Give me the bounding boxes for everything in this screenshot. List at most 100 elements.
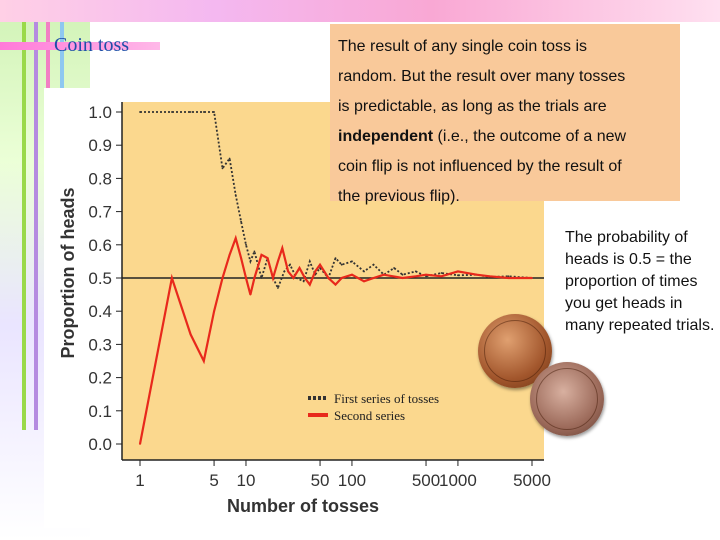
data-point — [281, 247, 284, 250]
data-point — [283, 270, 286, 273]
data-point — [401, 277, 404, 279]
x-tick-label: 5000 — [513, 471, 551, 490]
y-tick-label: 0.7 — [88, 203, 112, 222]
decorative-stripe — [22, 0, 26, 430]
y-tick-label: 0.0 — [88, 435, 112, 454]
data-point — [213, 111, 216, 113]
data-point — [440, 275, 443, 278]
data-point — [308, 260, 311, 263]
y-tick-label: 0.4 — [88, 302, 112, 321]
data-point — [139, 443, 141, 445]
explanation-callout: The result of any single coin toss is ra… — [330, 24, 680, 205]
data-point — [249, 260, 252, 263]
data-point — [277, 260, 279, 263]
data-point — [531, 277, 533, 279]
data-point — [383, 273, 385, 276]
callout-line: coin flip is not influenced by the resul… — [338, 158, 622, 175]
emphasis-text: independent — [338, 128, 434, 145]
data-point — [292, 277, 295, 279]
data-point — [440, 272, 443, 274]
callout-line: the previous flip). — [338, 188, 460, 205]
data-point — [295, 277, 298, 279]
data-point — [287, 270, 289, 273]
data-point — [414, 275, 417, 278]
data-point — [234, 194, 237, 196]
data-point — [327, 277, 330, 279]
data-point — [249, 293, 252, 296]
data-point — [221, 167, 224, 170]
x-tick-label: 50 — [311, 471, 330, 490]
data-point — [240, 257, 243, 259]
data-point — [488, 275, 491, 278]
data-point — [260, 253, 263, 256]
data-point — [363, 270, 365, 273]
x-tick-label: 1 — [135, 471, 144, 490]
data-point — [234, 237, 237, 240]
y-axis-label: Proportion of heads — [58, 188, 78, 359]
data-point — [221, 277, 224, 279]
data-point — [260, 277, 263, 279]
x-tick-label: 1000 — [439, 471, 477, 490]
data-point — [425, 273, 427, 276]
data-point — [171, 277, 173, 279]
data-point — [253, 277, 256, 279]
data-point — [245, 277, 247, 279]
decorative-stripe — [34, 0, 38, 430]
data-point — [139, 111, 141, 113]
decorative-top-band — [0, 0, 720, 22]
data-point — [340, 277, 343, 279]
data-point — [202, 360, 205, 362]
slide-title: Coin toss — [54, 34, 130, 56]
data-point — [457, 270, 459, 273]
data-point — [228, 253, 231, 256]
callout-line: The result of any single coin toss is — [338, 38, 588, 55]
data-point — [289, 263, 291, 266]
y-tick-label: 0.8 — [88, 169, 112, 188]
data-point — [363, 280, 365, 283]
data-point — [308, 283, 311, 286]
data-point — [304, 277, 306, 279]
data-point — [372, 263, 375, 266]
data-point — [171, 111, 173, 113]
x-axis-label: Number of tosses — [227, 496, 379, 516]
data-point — [475, 273, 478, 276]
y-tick-label: 0.9 — [88, 136, 112, 155]
callout-line: random. But the result over many tosses — [338, 68, 626, 85]
data-point — [414, 270, 417, 273]
data-point — [457, 274, 459, 277]
data-point — [189, 111, 192, 113]
y-tick-label: 0.2 — [88, 369, 112, 388]
data-point — [334, 283, 337, 286]
data-point — [253, 250, 256, 253]
legend-label: First series of tosses — [334, 391, 439, 406]
data-point — [319, 263, 321, 266]
probability-note: The probability of heads is 0.5 = the pr… — [565, 229, 715, 334]
data-point — [302, 280, 305, 283]
y-tick-label: 0.5 — [88, 269, 112, 288]
y-tick-label: 0.3 — [88, 335, 112, 354]
y-tick-label: 0.1 — [88, 402, 112, 421]
x-tick-label: 500 — [412, 471, 440, 490]
data-point — [240, 220, 243, 223]
x-tick-label: 100 — [338, 471, 366, 490]
callout-line-rest: (i.e., the outcome of a new — [433, 128, 627, 145]
x-tick-label: 5 — [209, 471, 218, 490]
data-point — [202, 111, 205, 113]
data-point — [334, 257, 337, 259]
data-point — [245, 243, 247, 246]
data-point — [266, 257, 269, 259]
data-point — [351, 273, 353, 276]
title-accent-bar — [0, 42, 160, 50]
plot-area-extension — [122, 444, 544, 460]
data-point — [351, 260, 353, 263]
data-point — [401, 273, 404, 276]
data-point — [314, 270, 317, 273]
data-point — [228, 157, 231, 160]
penny-back-icon — [530, 362, 604, 436]
series-line-first — [140, 111, 533, 291]
data-point — [507, 275, 510, 278]
data-point — [277, 287, 279, 289]
callout-line: is predictable, as long as the trials ar… — [338, 98, 607, 115]
y-tick-label: 0.6 — [88, 236, 112, 255]
series-line-second — [138, 234, 532, 445]
